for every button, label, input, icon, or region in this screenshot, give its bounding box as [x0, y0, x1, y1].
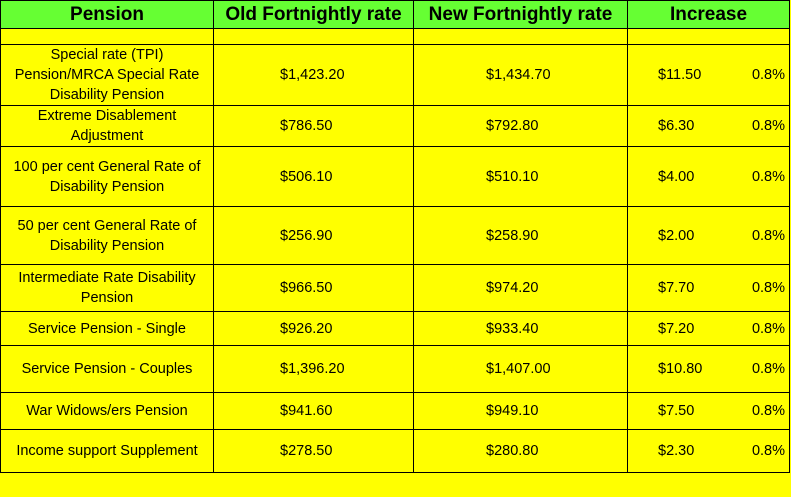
- old-rate-cell: $278.50: [213, 429, 414, 473]
- increase-percent: 0.8%: [751, 280, 785, 296]
- increase-percent: 0.8%: [751, 361, 785, 377]
- table-row: Special rate (TPI) Pension/MRCA Special …: [0, 44, 790, 106]
- increase-percent: 0.8%: [751, 67, 785, 83]
- increase-percent: 0.8%: [751, 168, 785, 185]
- pension-name-cell: Service Pension - Couples: [0, 345, 214, 393]
- increase-percent: 0.8%: [751, 118, 785, 134]
- increase-cell: $7.50 0.8%: [627, 392, 790, 430]
- pension-name-cell: War Widows/ers Pension: [0, 392, 214, 430]
- increase-cell: $7.20 0.8%: [627, 311, 790, 346]
- old-rate-cell: $966.50: [213, 264, 414, 312]
- increase-amount: $2.00: [658, 227, 695, 244]
- increase-cell: $7.70 0.8%: [627, 264, 790, 312]
- increase-cell: $11.50 0.8%: [627, 44, 790, 106]
- increase-amount: $2.30: [658, 443, 695, 459]
- table-row: Extreme Disablement Adjustment $786.50 $79…: [0, 105, 790, 147]
- header-pension: Pension: [0, 0, 214, 29]
- increase-percent: 0.8%: [751, 227, 785, 244]
- table-row: War Widows/ers Pension $941.60 $949.10 $7.5…: [0, 392, 790, 430]
- increase-amount: $7.20: [658, 320, 695, 337]
- increase-cell: $2.00 0.8%: [627, 206, 790, 265]
- increase-percent: 0.8%: [751, 320, 785, 337]
- pension-rates-table: Pension Old Fortnightly rate New Fortnig…: [0, 0, 790, 473]
- old-rate-cell: $786.50: [213, 105, 414, 147]
- header-old-rate: Old Fortnightly rate: [213, 0, 414, 29]
- old-rate-cell: $1,423.20: [213, 44, 414, 106]
- table-row: 50 per cent General Rate of Disability P…: [0, 206, 790, 265]
- increase-amount: $10.80: [658, 361, 703, 377]
- increase-amount: $11.50: [658, 67, 702, 83]
- table-row: Service Pension - Single $926.20 $933.40 $7…: [0, 311, 790, 346]
- header-new-rate: New Fortnightly rate: [413, 0, 628, 29]
- header-increase: Increase: [627, 0, 790, 29]
- pension-name-cell: Intermediate Rate Disability Pension: [0, 264, 214, 312]
- old-rate-cell: $1,396.20: [213, 345, 414, 393]
- new-rate-cell: $280.80: [413, 429, 628, 473]
- new-rate-cell: $792.80: [413, 105, 628, 147]
- pension-name-cell: Income support Supplement: [0, 429, 214, 473]
- table-row: Service Pension - Couples $1,396.20 $1,407…: [0, 345, 790, 393]
- pension-name-cell: 100 per cent General Rate of Disability …: [0, 146, 214, 207]
- increase-percent: 0.8%: [751, 443, 785, 459]
- pension-name-cell: Special rate (TPI) Pension/MRCA Special …: [0, 44, 214, 106]
- old-rate-cell: $941.60: [213, 392, 414, 430]
- header-row: Pension Old Fortnightly rate New Fortnig…: [0, 0, 790, 29]
- table-row: Intermediate Rate Disability Pension $966…: [0, 264, 790, 312]
- table-row: 100 per cent General Rate of Disability …: [0, 146, 790, 207]
- spacer-row: [0, 28, 790, 45]
- pension-name-cell: Service Pension - Single: [0, 311, 214, 346]
- table-row: Income support Supplement $278.50 $280.80 $…: [0, 429, 790, 473]
- increase-cell: $10.80 0.8%: [627, 345, 790, 393]
- increase-amount: $4.00: [658, 168, 695, 185]
- increase-cell: $6.30 0.8%: [627, 105, 790, 147]
- increase-amount: $6.30: [658, 118, 695, 134]
- pension-name-cell: 50 per cent General Rate of Disability P…: [0, 206, 214, 265]
- old-rate-cell: $256.90: [213, 206, 414, 265]
- new-rate-cell: $1,407.00: [413, 345, 628, 393]
- increase-cell: $2.30 0.8%: [627, 429, 790, 473]
- new-rate-cell: $1,434.70: [413, 44, 628, 106]
- new-rate-cell: $258.90: [413, 206, 628, 265]
- old-rate-cell: $926.20: [213, 311, 414, 346]
- new-rate-cell: $510.10: [413, 146, 628, 207]
- increase-amount: $7.70: [658, 280, 695, 296]
- pension-name-cell: Extreme Disablement Adjustment: [0, 105, 214, 147]
- new-rate-cell: $933.40: [413, 311, 628, 346]
- increase-cell: $4.00 0.8%: [627, 146, 790, 207]
- increase-percent: 0.8%: [751, 403, 785, 419]
- new-rate-cell: $974.20: [413, 264, 628, 312]
- old-rate-cell: $506.10: [213, 146, 414, 207]
- new-rate-cell: $949.10: [413, 392, 628, 430]
- increase-amount: $7.50: [658, 403, 695, 419]
